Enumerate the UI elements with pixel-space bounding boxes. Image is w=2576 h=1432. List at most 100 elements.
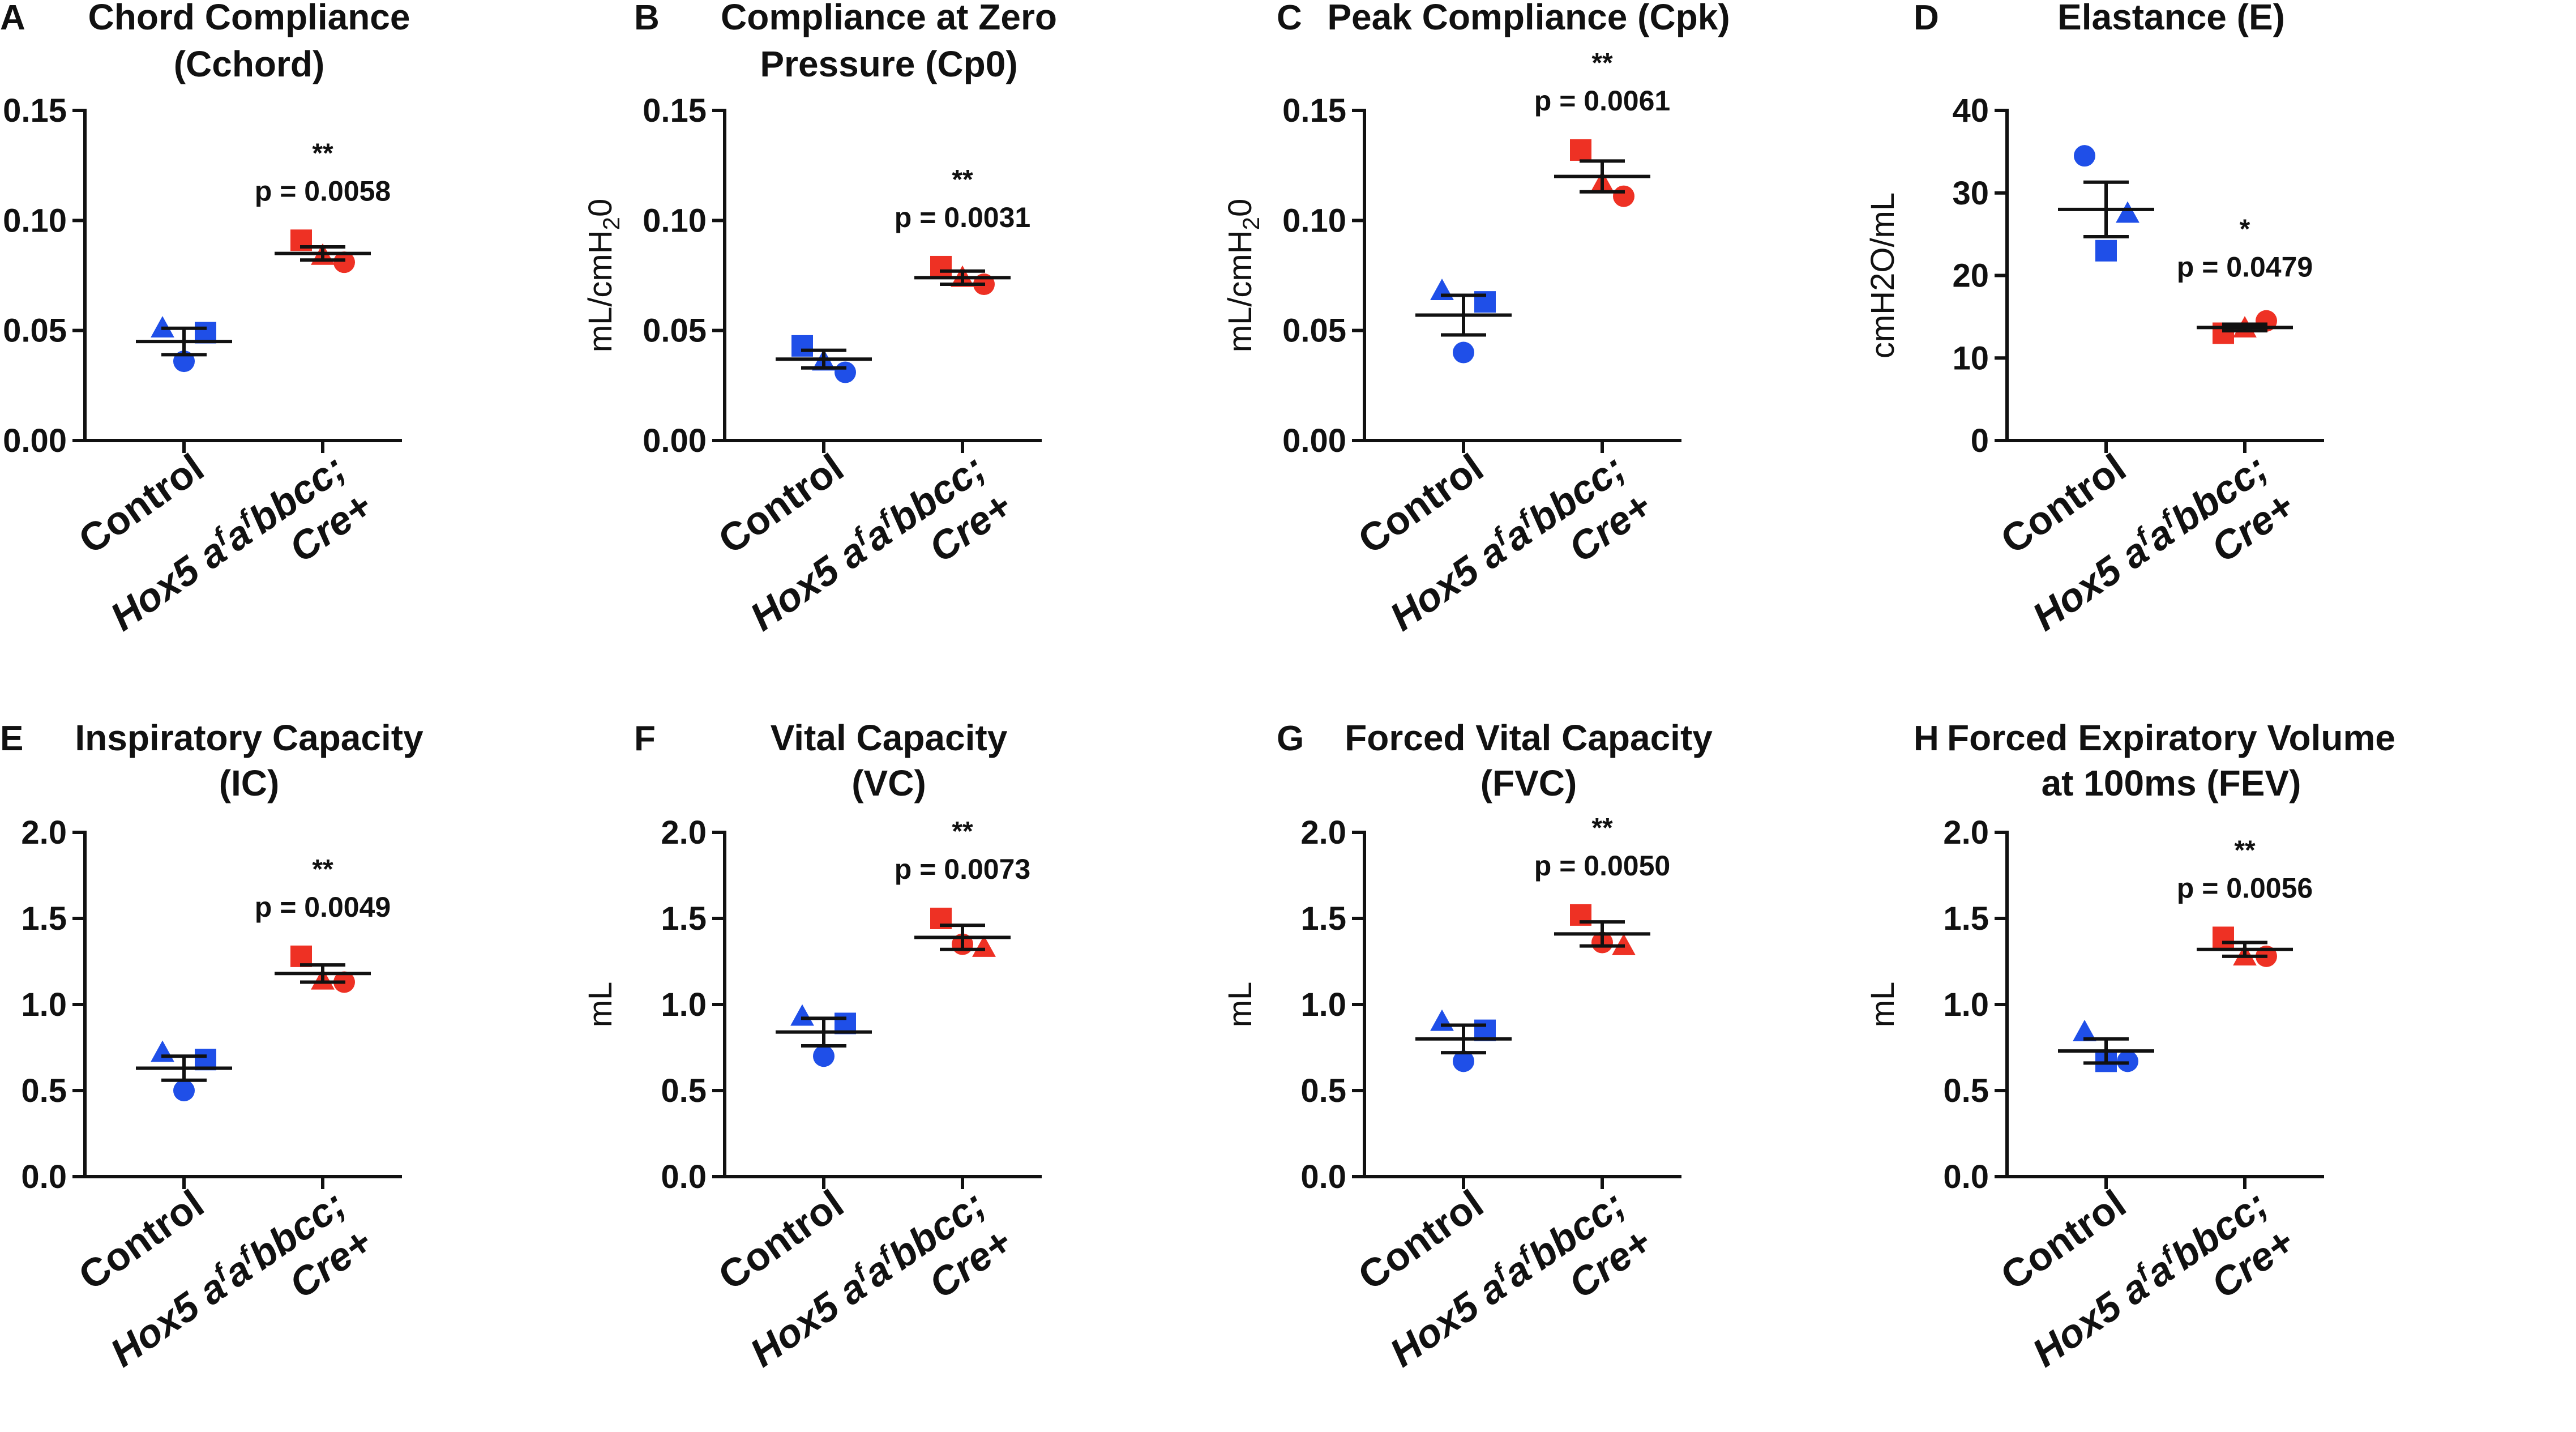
data-point-square [2213, 926, 2234, 948]
y-tick-label: 0.5 [661, 1072, 707, 1109]
panel-letter: G [1277, 719, 1304, 758]
y-tick-label: 2.0 [1943, 814, 1989, 851]
y-tick-label: 1.0 [1300, 986, 1346, 1023]
panel-letter: D [1914, 0, 1939, 37]
y-tick-label: 0.00 [643, 422, 707, 459]
data-point-circle [2117, 1050, 2138, 1072]
panel-title: Inspiratory Capacity [75, 717, 423, 758]
y-tick-label: 1.0 [1943, 986, 1989, 1023]
y-tick-label: 1.5 [661, 900, 707, 937]
data-point-circle [1613, 185, 1634, 207]
y-tick-label: 0.05 [643, 313, 707, 349]
data-point-triangle [151, 1040, 174, 1062]
significance-stars: ** [952, 165, 973, 195]
panel-e: E Inspiratory Capacity (IC) 0.0 0.5 1.0 1.5 2.0… [0, 717, 423, 1375]
panel-title: Forced Expiratory Volume [1947, 717, 2395, 758]
y-tick-label: 0.0 [21, 1159, 67, 1195]
y-axis-label: mL/cmH20 [1222, 199, 1264, 353]
p-value-label: p = 0.0050 [1534, 850, 1670, 882]
y-label-subscript: 2 [598, 217, 624, 230]
y-tick-label: 0.00 [3, 422, 67, 459]
panel-letter: B [634, 0, 660, 37]
y-tick-label: 0.15 [1282, 92, 1346, 129]
panel-title: (IC) [219, 763, 280, 803]
data-point-square [930, 255, 952, 277]
y-axis-label: cmH2O/mL [1864, 193, 1901, 358]
y-tick-label: 0.0 [661, 1159, 707, 1195]
y-label-tail: 0 [1222, 199, 1259, 217]
p-value-label: p = 0.0056 [2177, 872, 2313, 904]
data-point-circle [813, 1045, 835, 1067]
panel-letter: H [1914, 719, 1939, 758]
panel-title: Vital Capacity [771, 717, 1008, 758]
y-tick-label: 1.5 [21, 900, 67, 937]
significance-stars: ** [312, 138, 333, 168]
panel-g: G Forced Vital Capacity (FVC) 0.0 0.5 1.0 1.5 2… [1222, 717, 1713, 1375]
p-value-label: p = 0.0073 [895, 853, 1030, 885]
panel-title: Chord Compliance [88, 0, 410, 37]
y-tick-label: 2.0 [661, 814, 707, 851]
panel-title: at 100ms (FEV) [2042, 763, 2301, 803]
y-tick-label: 2.0 [21, 814, 67, 851]
panel-c: C Peak Compliance (Cpk) 0.00 0.05 0.10 0.15 mL… [1222, 0, 1730, 639]
y-tick-label: 0.10 [3, 202, 67, 239]
y-axis-label: mL [582, 982, 619, 1028]
significance-stars: ** [952, 817, 973, 847]
y-tick-label: 10 [1952, 340, 1989, 377]
panel-title: Elastance (E) [2057, 0, 2285, 37]
y-axis-label: mL/cmH20 [582, 199, 624, 353]
panel-title: (Cchord) [174, 44, 325, 84]
y-tick-label: 20 [1952, 258, 1989, 294]
p-value-label: p = 0.0031 [895, 202, 1030, 233]
panel-title: Peak Compliance (Cpk) [1327, 0, 1730, 37]
significance-stars: ** [1591, 813, 1613, 843]
y-axis-label: mL [1864, 982, 1901, 1028]
panel-d: D Elastance (E)010203040cmH2O/mLControlHo… [1864, 0, 2324, 639]
y-label-subscript: 2 [1238, 217, 1264, 230]
y-tick-label: 2.0 [1300, 814, 1346, 851]
data-point-triangle [2073, 1019, 2096, 1041]
panel-title: (VC) [851, 763, 926, 803]
y-tick-label: 1.5 [1300, 900, 1346, 937]
data-point-circle [2074, 145, 2095, 167]
y-tick-label: 0.10 [643, 202, 707, 239]
y-tick-label: 1.0 [661, 986, 707, 1023]
y-tick-label: 0.05 [1282, 313, 1346, 349]
p-value-label: p = 0.0049 [255, 891, 391, 923]
panel-title: (FVC) [1480, 763, 1577, 803]
y-tick-label: 1.5 [1943, 900, 1989, 937]
panel-letter: C [1277, 0, 1302, 37]
p-value-label: p = 0.0058 [255, 175, 391, 207]
panel-letter: A [0, 0, 25, 37]
panel-title: Compliance at Zero [721, 0, 1057, 37]
y-axis-label: mL [1222, 982, 1259, 1028]
y-tick-label: 40 [1952, 92, 1989, 129]
y-tick-label: 0.15 [3, 92, 67, 129]
panel-title: Forced Vital Capacity [1345, 717, 1713, 758]
y-tick-label: 0.5 [1300, 1072, 1346, 1109]
panel-title: Pressure (Cp0) [760, 44, 1017, 84]
y-tick-label: 0.5 [21, 1072, 67, 1109]
significance-stars: * [2240, 214, 2250, 244]
data-point-triangle [790, 1004, 814, 1026]
data-point-circle [333, 251, 355, 273]
data-point-circle [835, 361, 856, 383]
data-point-triangle [972, 935, 996, 957]
y-tick-label: 0.10 [1282, 202, 1346, 239]
data-point-square [2095, 240, 2117, 262]
y-tick-label: 0.05 [3, 313, 67, 349]
p-value-label: p = 0.0061 [1534, 85, 1670, 117]
panel-a: A Chord Compliance (Cchord) 0.00 0.05 0.10 0.1… [0, 0, 410, 639]
y-tick-label: 0.15 [643, 92, 707, 129]
data-point-circle [1453, 1050, 1474, 1072]
significance-stars: ** [1591, 48, 1613, 78]
y-tick-label: 0.5 [1943, 1072, 1989, 1109]
y-label-tail: 0 [582, 199, 619, 217]
y-tick-label: 0.0 [1943, 1159, 1989, 1195]
panel-letter: F [634, 719, 656, 758]
significance-stars: ** [2234, 835, 2256, 865]
significance-stars: ** [312, 854, 333, 884]
y-tick-label: 0.00 [1282, 422, 1346, 459]
y-tick-label: 30 [1952, 175, 1989, 212]
